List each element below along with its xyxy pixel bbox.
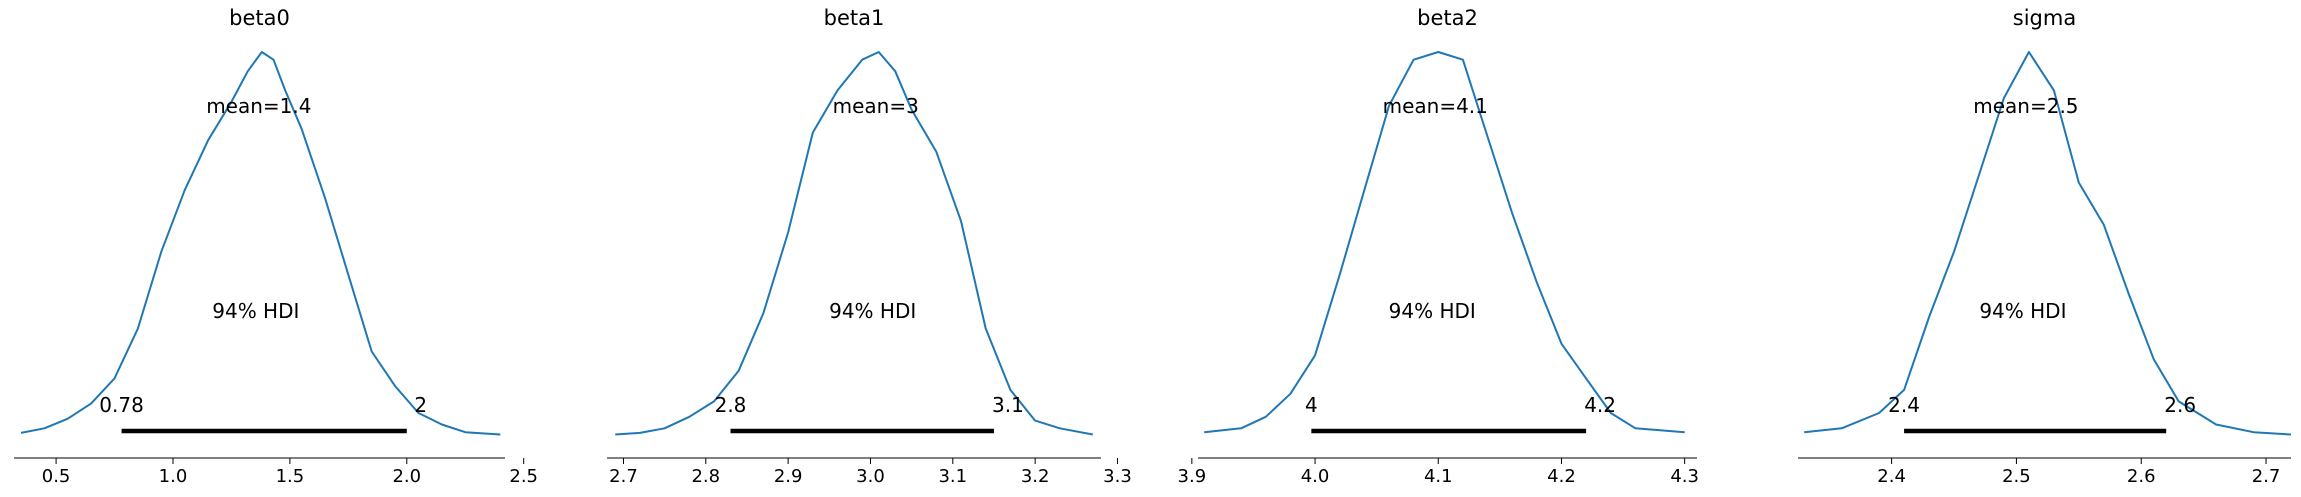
x-tick-label: 3.2 xyxy=(1021,466,1050,487)
x-tick-label: 3.9 xyxy=(1178,466,1207,487)
x-tick-label: 2.9 xyxy=(774,466,803,487)
panel-title: beta1 xyxy=(824,6,885,30)
hdi-label: 94% HDI xyxy=(829,299,916,323)
hdi-upper-label: 4.2 xyxy=(1584,393,1616,417)
x-tick-label: 4.1 xyxy=(1424,466,1453,487)
hdi-lower-label: 4 xyxy=(1305,393,1318,417)
x-tick-label: 1.0 xyxy=(159,466,188,487)
hdi-lower-label: 2.8 xyxy=(715,393,747,417)
x-tick-label: 2.5 xyxy=(509,466,538,487)
x-tick-label: 2.8 xyxy=(691,466,720,487)
mean-label: mean=4.1 xyxy=(1383,94,1488,118)
x-tick-label: 4.0 xyxy=(1301,466,1330,487)
panel-title: sigma xyxy=(2013,6,2076,30)
panel-title: beta2 xyxy=(1417,6,1478,30)
x-tick-label: 4.2 xyxy=(1547,466,1576,487)
hdi-label: 94% HDI xyxy=(1389,299,1476,323)
x-tick-label: 2.0 xyxy=(392,466,421,487)
x-tick-label: 1.5 xyxy=(276,466,305,487)
x-tick-label: 2.7 xyxy=(2252,466,2281,487)
x-tick-label: 3.1 xyxy=(938,466,967,487)
x-tick-label: 4.3 xyxy=(1670,466,1699,487)
x-tick-label: 3.0 xyxy=(856,466,885,487)
x-tick-label: 2.4 xyxy=(1877,466,1906,487)
hdi-upper-label: 2.6 xyxy=(2164,393,2196,417)
density-curve xyxy=(1804,51,2292,436)
x-tick-label: 3.3 xyxy=(1103,466,1132,487)
density-curve xyxy=(1204,51,1685,434)
density-curve xyxy=(615,51,1093,436)
hdi-upper-label: 2 xyxy=(414,393,427,417)
x-tick-label: 2.6 xyxy=(2127,466,2156,487)
panel-title: beta0 xyxy=(229,6,290,30)
hdi-lower-label: 2.4 xyxy=(1888,393,1920,417)
hdi-label: 94% HDI xyxy=(212,299,299,323)
x-tick-label: 0.5 xyxy=(42,466,71,487)
mean-label: mean=3 xyxy=(833,94,919,118)
x-tick-label: 2.5 xyxy=(2002,466,2031,487)
density-curve xyxy=(20,51,501,436)
x-tick-label: 2.7 xyxy=(609,466,638,487)
mean-label: mean=1.4 xyxy=(206,94,311,118)
hdi-label: 94% HDI xyxy=(1979,299,2066,323)
mean-label: mean=2.5 xyxy=(1973,94,2078,118)
hdi-lower-label: 0.78 xyxy=(99,393,144,417)
hdi-upper-label: 3.1 xyxy=(992,393,1024,417)
